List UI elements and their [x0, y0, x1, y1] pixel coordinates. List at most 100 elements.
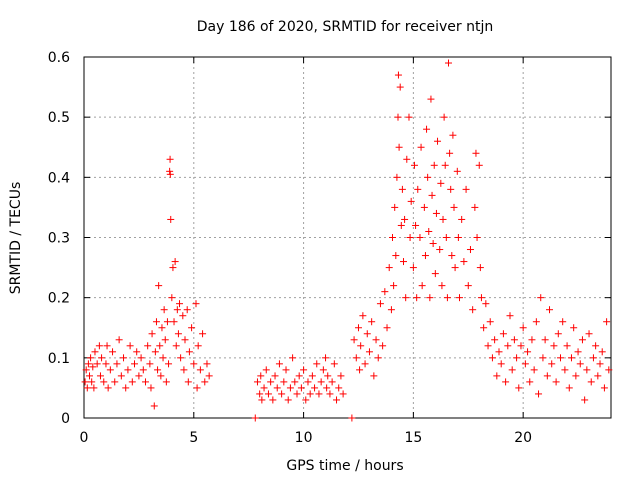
data-point [190, 360, 198, 368]
data-point [137, 354, 145, 362]
data-point [574, 348, 582, 356]
data-point [466, 246, 474, 254]
data-point [600, 384, 608, 392]
data-point [506, 312, 514, 320]
data-point [173, 306, 181, 314]
data-point [159, 354, 167, 362]
data-point [417, 143, 425, 151]
data-point [495, 348, 503, 356]
data-point [578, 336, 586, 344]
data-point [493, 372, 501, 380]
data-point [304, 378, 312, 386]
data-point [184, 378, 192, 386]
data-point [84, 360, 92, 368]
data-point [365, 348, 373, 356]
data-point [453, 167, 461, 175]
data-point [128, 378, 136, 386]
data-point [603, 318, 611, 326]
data-point [180, 366, 188, 374]
data-point [155, 282, 163, 290]
y-tick-label: 0.3 [48, 231, 70, 247]
data-point [372, 336, 380, 344]
data-point [390, 282, 398, 290]
data-point [156, 342, 164, 350]
data-point [289, 354, 297, 362]
data-point [141, 378, 149, 386]
data-point [592, 342, 600, 350]
data-point [282, 366, 290, 374]
data-point [410, 161, 418, 169]
data-point [598, 348, 606, 356]
data-point [185, 348, 193, 356]
data-point [455, 294, 463, 302]
data-point [398, 185, 406, 193]
data-point [381, 288, 389, 296]
data-point [473, 234, 481, 241]
data-point [552, 378, 560, 386]
data-point [313, 360, 321, 368]
data-point [499, 330, 507, 338]
data-point [317, 378, 325, 386]
data-point [350, 336, 358, 344]
data-point [306, 390, 314, 398]
data-point [554, 330, 562, 338]
data-points [81, 59, 613, 422]
data-point [147, 384, 155, 392]
data-point [429, 240, 437, 248]
data-point [583, 366, 591, 374]
data-point [90, 384, 98, 392]
data-point [179, 312, 187, 320]
data-point [165, 360, 173, 368]
data-point [361, 360, 369, 368]
data-point [458, 215, 466, 223]
data-point [81, 378, 89, 386]
x-tick-label: 15 [404, 430, 422, 446]
data-point [430, 161, 438, 169]
data-point [431, 270, 439, 278]
data-point [587, 378, 595, 386]
data-point [297, 384, 305, 392]
data-point [486, 318, 494, 326]
data-point [150, 402, 158, 410]
data-point [278, 390, 286, 398]
data-point [532, 318, 540, 326]
data-point [196, 366, 204, 374]
data-point [385, 264, 393, 272]
data-point [177, 354, 185, 362]
data-point [308, 372, 316, 380]
data-point [394, 71, 402, 79]
data-point [412, 221, 420, 229]
data-point [460, 258, 468, 266]
data-point [333, 396, 341, 404]
data-point [513, 354, 521, 362]
data-point [521, 360, 529, 368]
data-point [428, 191, 436, 199]
data-point [324, 372, 332, 380]
data-point [393, 173, 401, 181]
data-point [124, 366, 132, 374]
data-point [581, 396, 589, 404]
data-point [328, 378, 336, 386]
x-tick-label: 5 [189, 430, 198, 446]
data-point [106, 366, 114, 374]
data-point [413, 294, 421, 302]
data-point [565, 384, 573, 392]
data-point [541, 336, 549, 344]
data-point [115, 336, 123, 344]
data-point [93, 360, 101, 368]
data-point [409, 264, 417, 272]
data-point [438, 282, 446, 290]
data-point [257, 372, 265, 380]
data-point [550, 342, 558, 350]
data-point [95, 342, 103, 350]
data-point [205, 372, 213, 380]
data-point [570, 324, 578, 332]
data-point [174, 330, 182, 338]
data-point [83, 384, 91, 392]
data-point [464, 282, 472, 290]
data-point [176, 300, 184, 308]
data-point [194, 342, 202, 350]
data-point [319, 366, 327, 374]
data-point [585, 330, 593, 338]
data-point [311, 384, 319, 392]
